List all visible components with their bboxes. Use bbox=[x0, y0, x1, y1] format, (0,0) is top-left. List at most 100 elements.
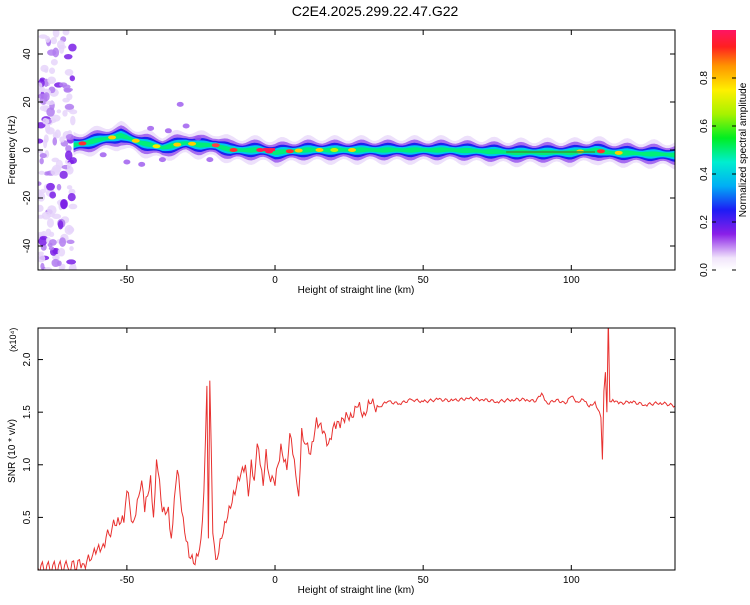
noise-blob bbox=[38, 82, 43, 90]
noise-blob bbox=[64, 68, 74, 76]
noise-blob bbox=[48, 239, 57, 246]
spectrogram-xlabel: Height of straight line (km) bbox=[298, 285, 415, 296]
noise-blob bbox=[65, 133, 75, 141]
noise-blob bbox=[65, 150, 73, 161]
snr-xtick-label: 100 bbox=[563, 575, 580, 586]
stray-blob bbox=[147, 125, 155, 131]
stray-blob bbox=[99, 152, 107, 158]
noise-blob bbox=[46, 218, 54, 228]
snr-xtick-label: 50 bbox=[418, 575, 430, 586]
noise-blob bbox=[50, 167, 61, 176]
snr-ticks: -50 0 50 100 0.5 1.0 1.5 2.0 bbox=[22, 328, 675, 586]
snr-ytick-label: 1.5 bbox=[22, 405, 33, 419]
noise-blob bbox=[39, 157, 44, 165]
ridge-hotspot bbox=[256, 148, 265, 152]
ridge-hotspot bbox=[330, 148, 339, 152]
ridge-hotspot bbox=[173, 142, 182, 147]
noise-blob bbox=[38, 204, 44, 212]
noise-blob bbox=[59, 82, 68, 88]
ridge-hotspot bbox=[285, 149, 294, 154]
noise-blob bbox=[45, 118, 50, 124]
noise-blob bbox=[65, 145, 72, 153]
noise-blob bbox=[40, 262, 45, 270]
stray-blob bbox=[206, 157, 214, 163]
noise-blob bbox=[45, 100, 55, 106]
noise-blob bbox=[38, 138, 44, 144]
noise-blob bbox=[38, 214, 45, 219]
noise-blob bbox=[47, 76, 57, 84]
ridge-hotspot bbox=[131, 138, 140, 143]
noise-blob bbox=[57, 247, 66, 257]
stray-blob bbox=[194, 135, 202, 141]
snr-multiplier-text: (x10⁴) bbox=[8, 328, 18, 352]
noise-blob bbox=[56, 260, 62, 267]
noise-blob bbox=[38, 181, 42, 186]
noise-blob bbox=[40, 64, 49, 73]
spectrogram-panel: -50 0 50 100 -40 -20 0 20 40 Frequency (Hz) Heig… bbox=[7, 29, 676, 296]
ridge-hotspot bbox=[294, 148, 303, 153]
noise-blob bbox=[49, 67, 56, 74]
ridge-hotspot bbox=[152, 144, 161, 149]
stray-blob bbox=[182, 123, 190, 129]
noise-blob bbox=[41, 211, 51, 220]
noise-blob bbox=[66, 239, 75, 245]
ridge-hotspot bbox=[229, 148, 238, 152]
noise-blob bbox=[64, 103, 75, 110]
noise-blob bbox=[58, 265, 64, 270]
snr-multiplier: (x10⁴) bbox=[8, 328, 18, 352]
noise-blob bbox=[68, 203, 78, 210]
stray-blob bbox=[158, 157, 166, 163]
stray-blob bbox=[164, 128, 172, 134]
noise-blob bbox=[67, 193, 76, 202]
spectrogram-ylabel: Frequency (Hz) bbox=[7, 116, 18, 185]
snr-frame bbox=[37, 327, 676, 571]
noise-blob bbox=[38, 254, 46, 263]
ridge-hotspot bbox=[315, 148, 324, 152]
ridge-max bbox=[263, 148, 276, 152]
figure-title: C2E4.2025.299.22.47.G22 bbox=[292, 3, 459, 19]
ridge-hotspot bbox=[78, 141, 87, 146]
spectrogram-xtick-label: 0 bbox=[272, 275, 278, 286]
noise-blob bbox=[46, 182, 55, 191]
ridge-core bbox=[506, 150, 596, 153]
snr-ytick-label: 2.0 bbox=[22, 352, 33, 366]
spectrogram-xtick-label: 100 bbox=[563, 275, 580, 286]
noise-blob bbox=[56, 183, 62, 191]
snr-ylabel: SNR (10 * v/v) bbox=[7, 419, 18, 483]
noise-blob bbox=[66, 185, 73, 190]
noise-blob bbox=[56, 40, 65, 50]
noise-blob bbox=[59, 136, 65, 143]
colorbar-tick-label: 0.0 bbox=[699, 263, 710, 277]
ridge-hotspot bbox=[348, 148, 357, 152]
noise-blob bbox=[40, 86, 46, 93]
stray-blob bbox=[123, 159, 131, 165]
noise-blob bbox=[66, 259, 77, 265]
noise-blob bbox=[70, 115, 76, 126]
spectrogram-ytick-label: -20 bbox=[22, 190, 33, 205]
snr-xtick-label: -50 bbox=[120, 575, 135, 586]
noise-blob bbox=[63, 53, 73, 60]
snr-ytick-label: 0.5 bbox=[22, 510, 33, 524]
spectrogram-xtick-label: 50 bbox=[418, 275, 430, 286]
noise-blob bbox=[46, 107, 55, 117]
noise-blob bbox=[60, 199, 68, 210]
noise-blob bbox=[45, 127, 55, 135]
noise-blob bbox=[50, 58, 58, 66]
noise-blob bbox=[43, 267, 53, 270]
noise-blob bbox=[62, 97, 70, 103]
colorbar-tick-label: 0.6 bbox=[699, 119, 710, 133]
noise-blob bbox=[68, 265, 76, 270]
noise-blob bbox=[38, 251, 44, 256]
ridge-hotspot bbox=[188, 141, 197, 146]
noise-blob bbox=[67, 226, 75, 233]
noise-blob bbox=[45, 36, 51, 43]
colorbar: 0.0 0.2 0.4 0.6 0.8 Normalized spectral ampl… bbox=[699, 30, 749, 277]
noise-blob bbox=[38, 148, 43, 153]
spectrogram-heatmap bbox=[38, 30, 675, 270]
snr-ytick-label: 1.0 bbox=[22, 457, 33, 471]
spectrogram-xtick-label: -50 bbox=[120, 275, 135, 286]
stray-blob bbox=[176, 101, 184, 107]
noise-blob bbox=[43, 138, 48, 149]
